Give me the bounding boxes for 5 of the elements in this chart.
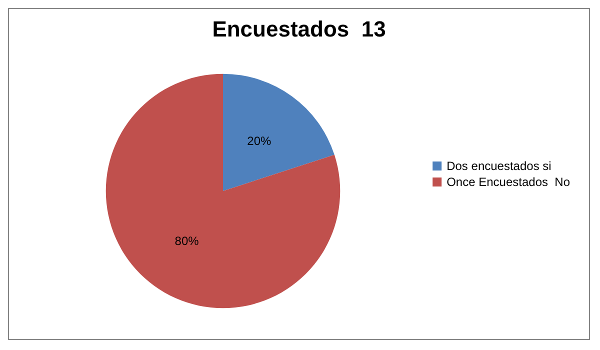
data-label: 20% bbox=[247, 134, 272, 148]
data-label: 80% bbox=[174, 234, 200, 248]
legend-label: Dos encuestados si bbox=[446, 159, 552, 173]
legend-label: Once Encuestados No bbox=[446, 175, 570, 189]
chart-title: Encuestados 13 bbox=[212, 16, 386, 42]
